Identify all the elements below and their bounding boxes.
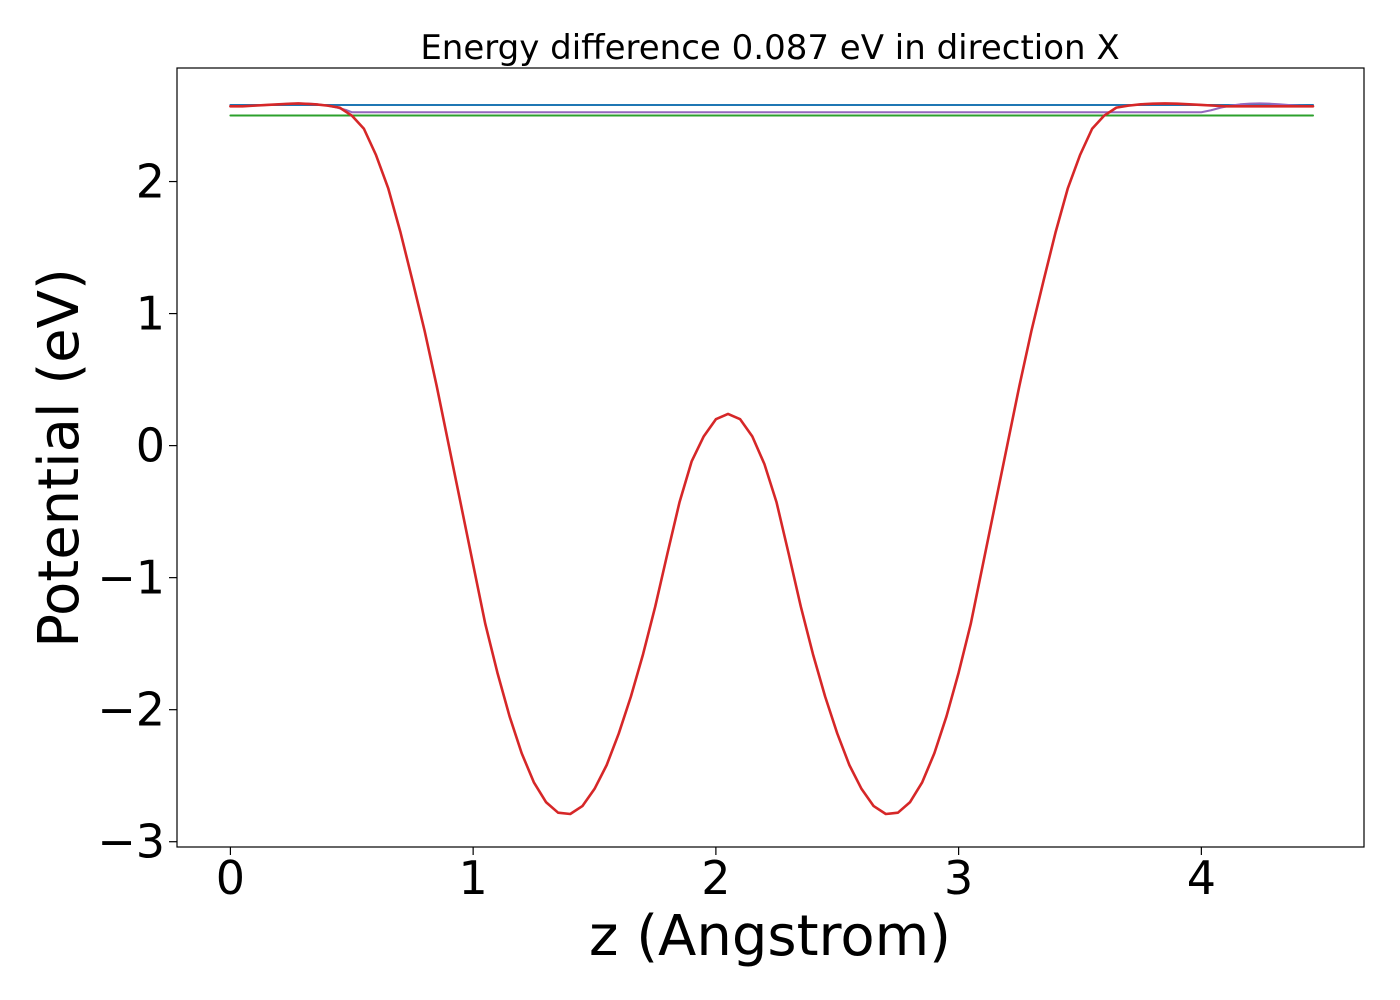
chart-title: Energy difference 0.087 eV in direction … xyxy=(420,28,1119,68)
x-tick-label: 2 xyxy=(701,851,730,905)
series-line-4 xyxy=(229,102,1315,816)
x-tick-label: 4 xyxy=(1187,851,1216,905)
y-tick-label: −1 xyxy=(97,551,165,605)
series-group xyxy=(229,102,1315,816)
x-tick-label: 3 xyxy=(944,851,973,905)
x-axis-label: z (Angstrom) xyxy=(589,904,951,969)
y-tick-label: 1 xyxy=(136,287,165,341)
y-tick-label: −2 xyxy=(97,683,165,737)
y-axis-ticks: −3 −2 −1 0 1 2 xyxy=(97,155,177,869)
x-tick-label: 0 xyxy=(216,851,245,905)
y-tick-label: −3 xyxy=(97,815,165,869)
y-tick-label: 0 xyxy=(136,419,165,473)
x-axis-ticks: 0 1 2 3 4 xyxy=(216,847,1216,905)
plot-frame xyxy=(176,67,1365,848)
y-tick-label: 2 xyxy=(136,155,165,209)
y-axis-label: Potential (eV) xyxy=(27,268,92,648)
x-tick-label: 1 xyxy=(459,851,488,905)
